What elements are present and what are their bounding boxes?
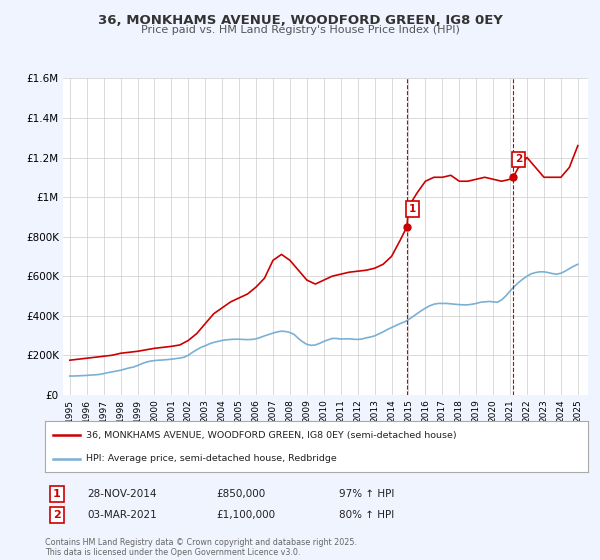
Text: 2: 2 xyxy=(515,155,523,165)
Text: 80% ↑ HPI: 80% ↑ HPI xyxy=(339,510,394,520)
Text: Contains HM Land Registry data © Crown copyright and database right 2025.
This d: Contains HM Land Registry data © Crown c… xyxy=(45,538,357,557)
Text: 36, MONKHAMS AVENUE, WOODFORD GREEN, IG8 0EY: 36, MONKHAMS AVENUE, WOODFORD GREEN, IG8… xyxy=(98,14,502,27)
Text: HPI: Average price, semi-detached house, Redbridge: HPI: Average price, semi-detached house,… xyxy=(86,454,337,464)
Text: 03-MAR-2021: 03-MAR-2021 xyxy=(87,510,157,520)
Text: 97% ↑ HPI: 97% ↑ HPI xyxy=(339,489,394,499)
Text: 2: 2 xyxy=(53,510,61,520)
Text: Price paid vs. HM Land Registry's House Price Index (HPI): Price paid vs. HM Land Registry's House … xyxy=(140,25,460,35)
Text: 1: 1 xyxy=(53,489,61,499)
Text: £850,000: £850,000 xyxy=(216,489,265,499)
Text: £1,100,000: £1,100,000 xyxy=(216,510,275,520)
Text: 28-NOV-2014: 28-NOV-2014 xyxy=(87,489,157,499)
Text: 1: 1 xyxy=(409,204,416,214)
Text: 36, MONKHAMS AVENUE, WOODFORD GREEN, IG8 0EY (semi-detached house): 36, MONKHAMS AVENUE, WOODFORD GREEN, IG8… xyxy=(86,431,457,440)
